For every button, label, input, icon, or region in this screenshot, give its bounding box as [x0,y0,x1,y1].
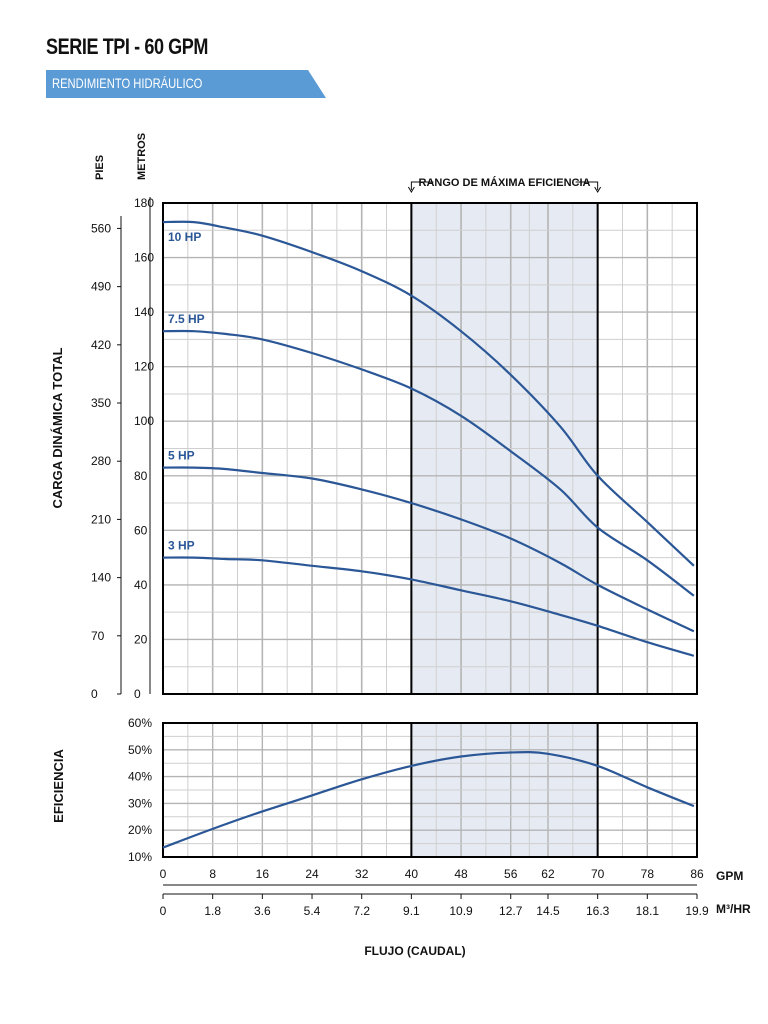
m3hr-tick-label: 16.3 [586,904,610,918]
eff-tick-label: 60% [128,716,152,730]
efficiency-curve [162,751,695,849]
m3hr-tick-label: 3.6 [254,904,271,918]
series-label: 7.5 HP [168,312,205,326]
gpm-tick-label: 32 [355,867,369,881]
page-title: SERIE TPI - 60 GPM [46,34,209,59]
series-label: 3 HP [168,539,195,553]
x-axis-title: FLUJO (CAUDAL) [364,944,465,958]
range-arrow-right [594,186,602,193]
gpm-tick-label: 24 [305,867,319,881]
gpm-tick-label: 62 [541,867,555,881]
gpm-unit-label: GPM [716,869,743,883]
series-label: 5 HP [168,449,195,463]
pies-tick-label: 0 [91,687,98,701]
gpm-tick-label: 16 [256,867,270,881]
efficiency-grid [162,722,697,858]
m3hr-tick-label: 10.9 [449,904,473,918]
m3hr-tick-label: 0 [160,904,167,918]
gpm-tick-label: 56 [504,867,518,881]
range-bracket-left [410,181,434,190]
eff-plot-frame [162,722,698,858]
pies-tick-label: 490 [91,280,111,294]
metros-tick-label: 20 [134,632,148,646]
efficiency-range-label: RANGO DE MÁXIMA EFICIENCIA [419,176,591,189]
pies-axis-title: PIES [94,155,106,180]
head-grid [162,202,698,695]
efficiency-band-eff [411,723,598,857]
metros-tick-label: 0 [134,687,141,701]
subtitle-banner [46,70,326,98]
pies-tick-label: 420 [91,338,111,352]
eff-axis-title: EFICIENCIA [51,749,66,823]
gpm-tick-label: 8 [209,867,216,881]
gpm-tick-label: 70 [591,867,605,881]
curve-10-hp [162,220,695,567]
m3hr-tick-label: 18.1 [636,904,660,918]
series-label: 10 HP [168,230,201,244]
page-subtitle: RENDIMIENTO HIDRÁULICO [52,75,203,91]
pies-tick-label: 350 [91,396,111,410]
metros-tick-label: 180 [134,196,154,210]
m3hr-tick-label: 19.9 [685,904,709,918]
metros-tick-label: 120 [134,360,154,374]
eff-tick-label: 30% [128,796,152,810]
gpm-tick-label: 0 [160,867,167,881]
metros-tick-label: 60 [134,523,148,537]
gpm-tick-label: 48 [454,867,468,881]
eff-tick-label: 50% [128,743,152,757]
efficiency-band-head [411,203,598,694]
eff-tick-label: 40% [128,770,152,784]
pies-tick-label: 140 [91,571,111,585]
head-axis-title: CARGA DINÁMICA TOTAL [50,347,65,508]
metros-tick-label: 160 [134,251,154,265]
pies-tick-label: 560 [91,221,111,235]
gpm-tick-label: 40 [405,867,419,881]
m3hr-tick-label: 9.1 [403,904,420,918]
gpm-tick-label: 86 [690,867,704,881]
pies-tick-label: 70 [91,629,105,643]
metros-tick-label: 100 [134,414,154,428]
head-plot-frame [162,202,698,695]
curve-7-5-hp [162,329,695,597]
range-arrow-left [407,186,415,193]
pies-tick-label: 280 [91,454,111,468]
range-bracket-right [575,181,599,190]
eff-tick-label: 20% [128,823,152,837]
gpm-tick-label: 78 [641,867,655,881]
metros-axis-title: METROS [136,133,148,180]
metros-tick-label: 40 [134,578,148,592]
m3hr-tick-label: 14.5 [536,904,560,918]
metros-tick-label: 140 [134,305,154,319]
pies-tick-label: 210 [91,512,111,526]
metros-tick-label: 80 [134,469,148,483]
m3hr-unit-label: M³/HR [716,902,751,916]
curve-3-hp [162,556,695,657]
m3hr-tick-label: 1.8 [204,904,221,918]
eff-tick-label: 10% [128,850,152,864]
m3hr-tick-label: 5.4 [304,904,321,918]
m3hr-tick-label: 12.7 [499,904,523,918]
curve-5-hp [162,466,695,633]
m3hr-tick-label: 7.2 [353,904,370,918]
